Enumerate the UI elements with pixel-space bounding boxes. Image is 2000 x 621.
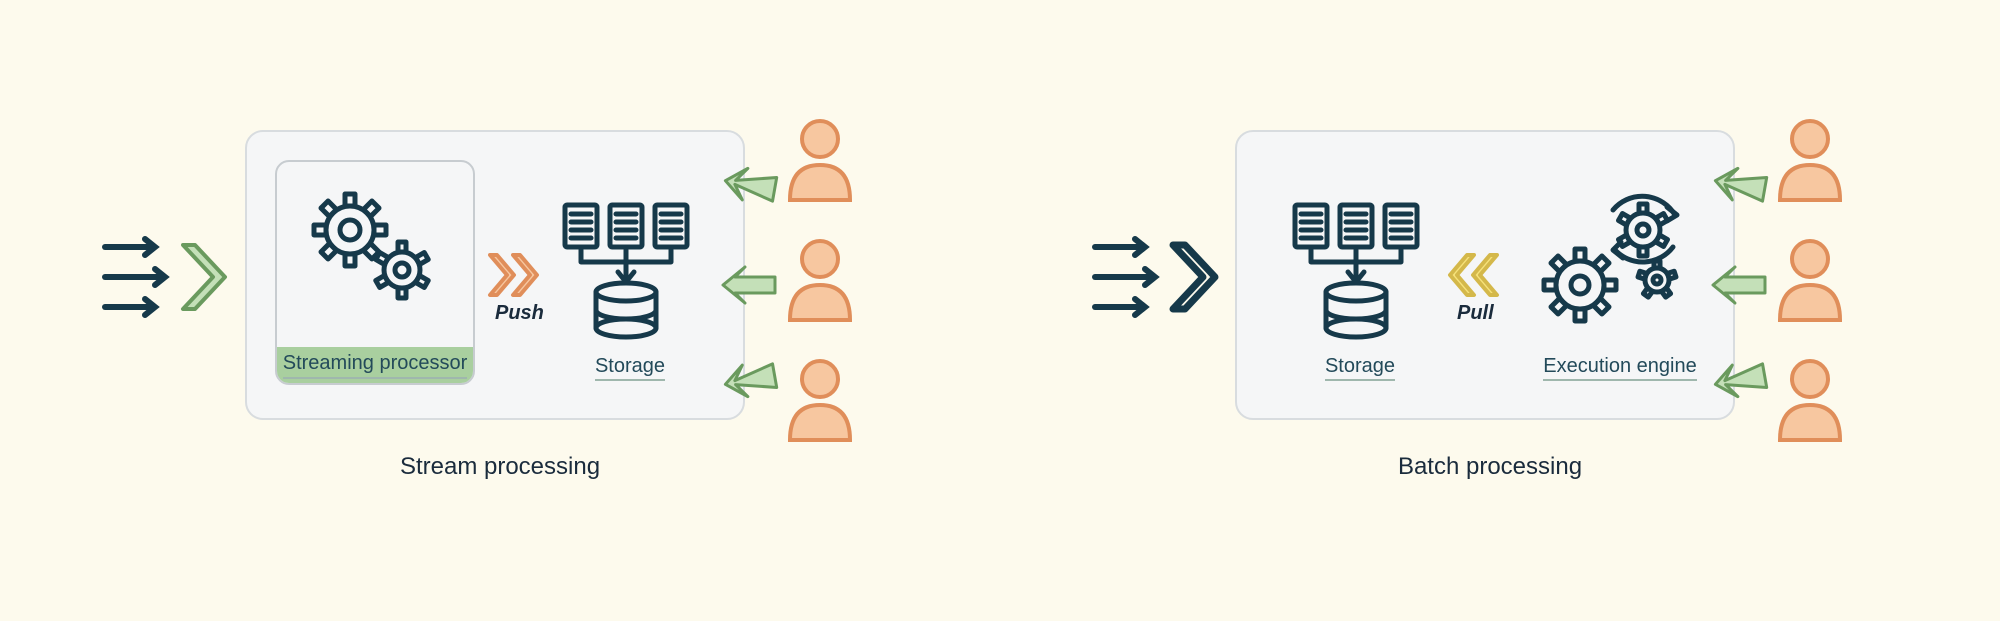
batch-processing-section: Storage Pull xyxy=(1000,0,2000,621)
user-icon xyxy=(1770,235,1850,325)
gears-icon xyxy=(300,175,450,325)
input-arrows-icon xyxy=(105,235,245,325)
execution-engine-label: Execution engine xyxy=(1525,355,1715,378)
user-arrow-icon xyxy=(1710,265,1770,305)
stream-caption: Stream processing xyxy=(350,453,650,481)
user-arrow-icon xyxy=(1710,165,1770,205)
storage-icon xyxy=(555,200,705,350)
execution-engine-icon xyxy=(1525,185,1695,345)
user-icon xyxy=(1770,355,1850,445)
user-arrow-icon xyxy=(720,265,780,305)
storage-label: Storage xyxy=(580,355,680,378)
push-label: Push xyxy=(495,302,544,325)
user-arrow-icon xyxy=(720,360,780,400)
user-icon xyxy=(780,115,860,205)
user-arrow-icon xyxy=(720,165,780,205)
user-icon xyxy=(780,355,860,445)
input-arrows-icon xyxy=(1095,235,1235,325)
pull-label: Pull xyxy=(1457,302,1494,325)
stream-processing-section: Streaming processor xyxy=(0,0,1000,621)
user-icon xyxy=(1770,115,1850,205)
batch-caption: Batch processing xyxy=(1340,453,1640,481)
storage-label: Storage xyxy=(1310,355,1410,378)
streaming-processor-label: Streaming processor xyxy=(277,347,473,383)
push-arrow-icon xyxy=(485,250,545,300)
user-arrow-icon xyxy=(1710,360,1770,400)
user-icon xyxy=(780,235,860,325)
storage-icon xyxy=(1285,200,1435,350)
pull-arrow-icon xyxy=(1445,250,1505,300)
